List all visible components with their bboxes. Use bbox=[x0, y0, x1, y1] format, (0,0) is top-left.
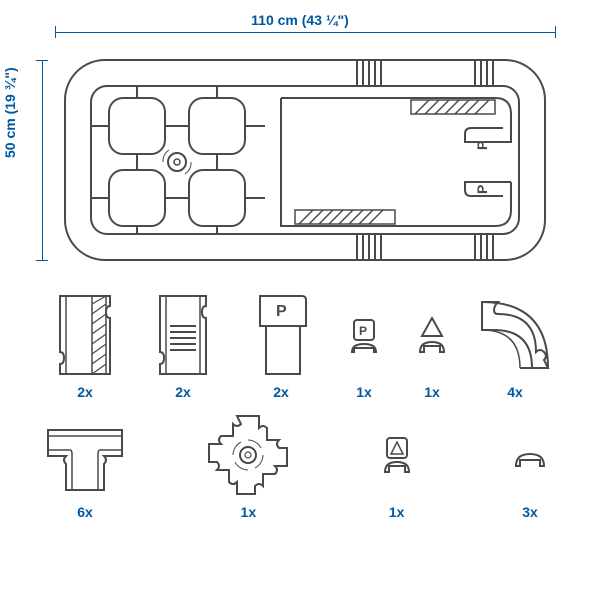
part-bump: 3x bbox=[500, 410, 560, 520]
height-dimension-label: 50 cm (19 ¾") bbox=[2, 67, 18, 158]
width-dimension-line bbox=[55, 32, 555, 33]
part-count-label: 6x bbox=[77, 504, 93, 520]
part-count-label: 3x bbox=[522, 504, 538, 520]
width-dimension-label: 110 cm (43 ¼") bbox=[251, 12, 349, 28]
part-count-label: 2x bbox=[273, 384, 289, 400]
part-count-label: 2x bbox=[77, 384, 93, 400]
parking-p-label: P bbox=[276, 303, 287, 320]
part-count-label: 1x bbox=[424, 384, 440, 400]
part-sign-triangle-2: 1x bbox=[367, 410, 427, 520]
part-count-label: 2x bbox=[175, 384, 191, 400]
svg-text:P: P bbox=[474, 185, 490, 194]
parts-inventory: 2x 2x P 2x P 1x bbox=[40, 290, 560, 520]
dim-tick bbox=[36, 60, 48, 61]
dim-tick bbox=[55, 26, 56, 38]
part-count-label: 1x bbox=[241, 504, 257, 520]
part-straight-hatched: 2x bbox=[40, 290, 130, 400]
dim-tick bbox=[555, 26, 556, 38]
part-count-label: 1x bbox=[356, 384, 372, 400]
part-count-label: 4x bbox=[507, 384, 523, 400]
part-parking: P 2x bbox=[236, 290, 326, 400]
assembled-mat-diagram: P P bbox=[55, 42, 555, 262]
part-count-label: 1x bbox=[389, 504, 405, 520]
dim-tick bbox=[36, 260, 48, 261]
part-sign-p: P 1x bbox=[334, 290, 394, 400]
svg-text:P: P bbox=[474, 141, 490, 150]
part-crosswalk: 2x bbox=[138, 290, 228, 400]
part-t-junction: 6x bbox=[40, 410, 130, 520]
part-curve: 4x bbox=[470, 290, 560, 400]
svg-text:P: P bbox=[359, 324, 367, 338]
height-dimension-line bbox=[42, 60, 43, 260]
part-sign-triangle: 1x bbox=[402, 290, 462, 400]
part-roundabout: 1x bbox=[203, 410, 293, 520]
